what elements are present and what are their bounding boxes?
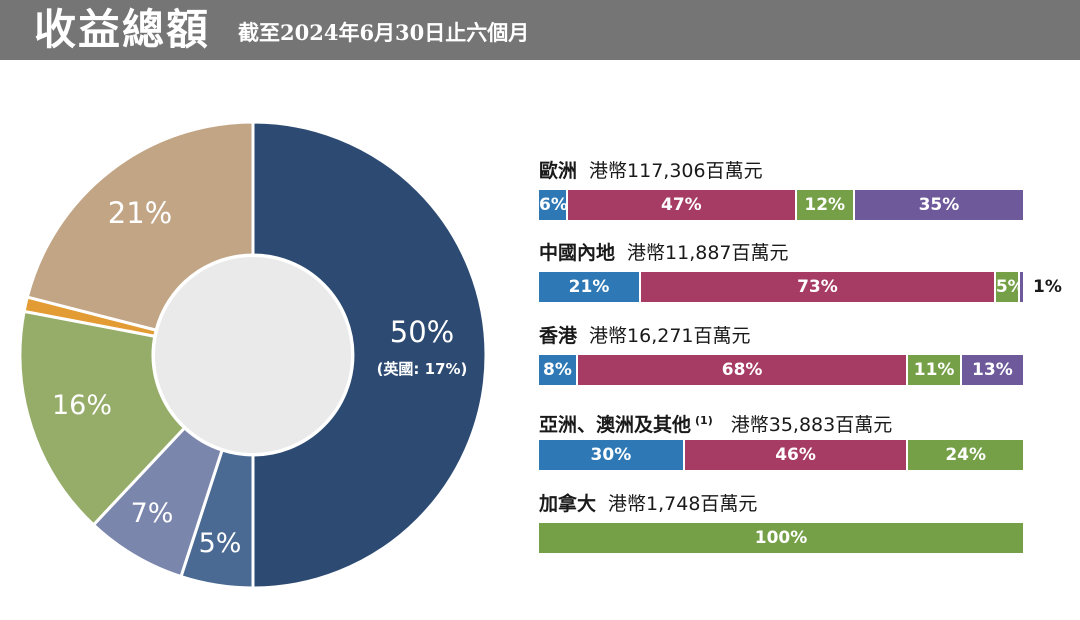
region-name: 加拿大 [539,493,597,515]
bar-segment: 47% [568,190,797,220]
donut-slice [251,120,488,590]
bar-segment: 30% [539,440,685,470]
stacked-bar: 6% 47% 12% 35% [539,190,1079,220]
bar-segment: 11% [908,355,962,385]
region-label: 亞洲、澳洲及其他 (1) 港幣35,883百萬元 [539,407,893,436]
region-total: 港幣117,306百萬元 [589,160,763,182]
page-subtitle: 截至2024年6月30日止六個月 [238,20,530,45]
stacked-bar: 8% 68% 11% 13% [539,355,1079,385]
bar-segment: 21% [539,272,642,302]
bar-segment [1020,272,1025,302]
region-name: 歐洲 [539,160,578,182]
bar-segment: 73% [641,272,996,302]
footnote-marker: (1) [695,414,713,427]
region-name: 香港 [539,325,578,347]
slice-label: 7% [131,498,174,529]
bar-segment-label: 1% [1033,277,1062,297]
donut-slice [25,120,255,332]
bar-segment: 68% [577,355,909,385]
stacked-bar: 100% [539,523,1079,553]
donut-chart: 50%(英國: 17%)5%7%16%1%21% [18,120,488,590]
slice-label: 50% [390,315,454,349]
bar-segment: 6% [539,190,569,220]
bar-segment: 35% [854,190,1025,220]
donut-slice [18,309,187,527]
bar-segment: 100% [539,523,1025,553]
region-label: 中國內地 港幣11,887百萬元 [539,239,789,267]
page-title: 收益總額 [34,5,211,54]
donut-hole [155,257,351,453]
region-total: 港幣1,748百萬元 [608,493,758,515]
stacked-bar: 30% 46% 24% [539,440,1079,470]
region-label: 歐洲 港幣117,306百萬元 [539,157,763,185]
bar-segment: 46% [684,440,909,470]
region-name: 亞洲、澳洲及其他 [539,414,692,436]
bar-segment: 8% [539,355,578,385]
bar-segment: 5% [995,272,1025,302]
region-total: 港幣16,271百萬元 [589,325,751,347]
header-bar: 收益總額 截至2024年6月30日止六個月 [0,0,1080,60]
region-total: 港幣35,883百萬元 [730,414,893,436]
bar-segment: 13% [961,355,1025,385]
slice-sublabel: (英國: 17%) [377,360,468,378]
region-total: 港幣11,887百萬元 [627,242,789,264]
region-name: 中國內地 [539,242,616,264]
bar-segment: 24% [908,440,1025,470]
bar-segment: 12% [796,190,855,220]
slice-label: 21% [108,196,172,230]
stacked-bar: 21% 73% 5% 1% [539,272,1079,302]
slice-label: 16% [52,390,112,421]
region-label: 香港 港幣16,271百萬元 [539,322,751,350]
region-label: 加拿大 港幣1,748百萬元 [539,490,757,518]
slice-label: 5% [199,528,242,559]
